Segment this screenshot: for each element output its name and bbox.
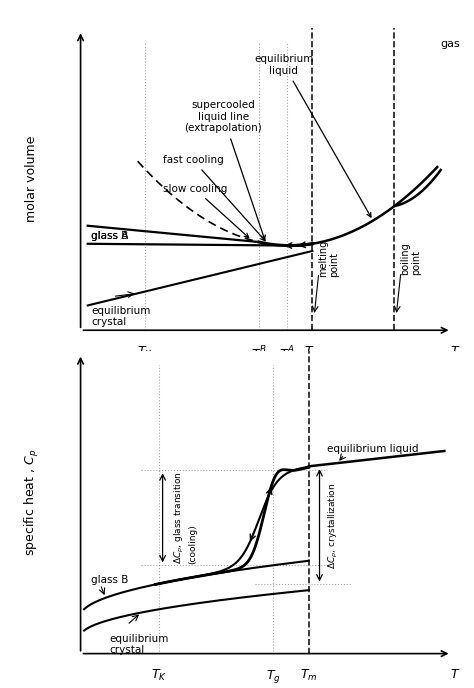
Text: $T$: $T$ (450, 345, 460, 358)
Text: molar volume: molar volume (26, 136, 38, 222)
Text: equilibrium
liquid: equilibrium liquid (254, 54, 371, 217)
Text: supercooled
liquid line
(extrapolation): supercooled liquid line (extrapolation) (184, 100, 265, 239)
Text: glass B: glass B (91, 230, 128, 241)
Text: $T_f^A$: $T_f^A$ (280, 345, 295, 365)
Text: $T_K$: $T_K$ (151, 668, 167, 683)
Text: $T$: $T$ (450, 668, 460, 681)
Text: $\Delta C_p$, crystallization: $\Delta C_p$, crystallization (327, 482, 340, 568)
Text: glass B: glass B (91, 574, 128, 585)
Text: equilibrium
crystal: equilibrium crystal (91, 305, 151, 327)
Text: $\Delta C_p$, glass transition
(cooling): $\Delta C_p$, glass transition (cooling) (173, 471, 197, 564)
Text: $T_f^B$: $T_f^B$ (251, 345, 267, 365)
Text: specific heat , $C_p$: specific heat , $C_p$ (23, 449, 41, 556)
Text: slow cooling: slow cooling (163, 184, 249, 237)
Text: melting
point: melting point (318, 239, 339, 277)
Text: equilibrium liquid: equilibrium liquid (327, 444, 418, 453)
Text: boiling
point: boiling point (400, 241, 421, 275)
Text: glass A: glass A (91, 231, 128, 241)
Text: equilibrium
crystal: equilibrium crystal (109, 634, 168, 655)
Text: $T_m$: $T_m$ (300, 668, 318, 683)
Text: gas: gas (441, 39, 461, 49)
Text: fast cooling: fast cooling (163, 155, 265, 241)
Text: $T_K$: $T_K$ (137, 345, 153, 360)
Text: $T_g$: $T_g$ (266, 668, 281, 685)
Text: $T_m$: $T_m$ (304, 345, 321, 360)
